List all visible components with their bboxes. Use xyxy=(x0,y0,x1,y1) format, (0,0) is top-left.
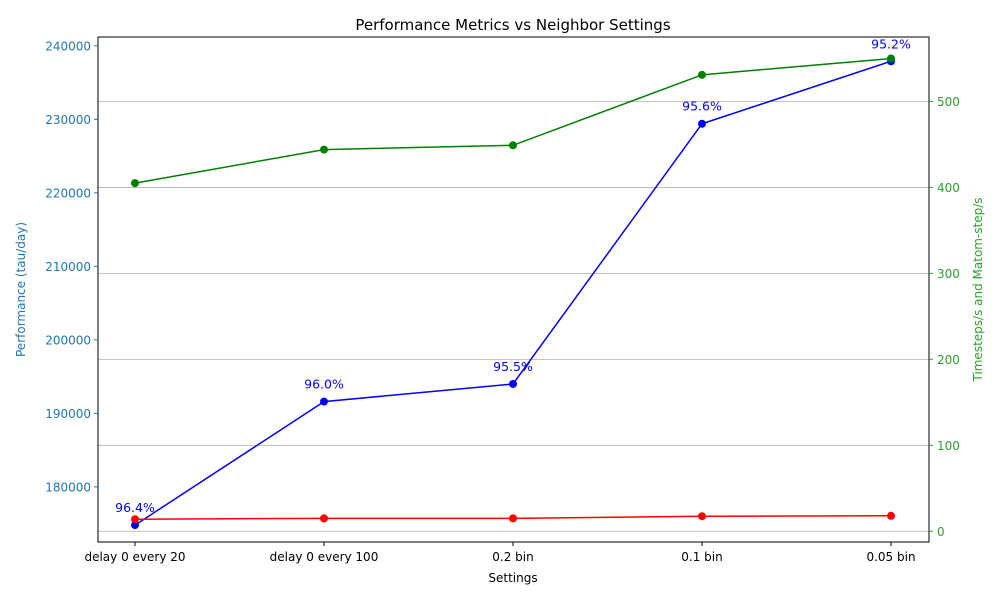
y-axis-left-label: Performance (tau/day) xyxy=(14,222,28,357)
data-point xyxy=(131,179,139,188)
y-left-tick-label: 240000 xyxy=(45,39,91,53)
x-tick-label: 0.1 bin xyxy=(681,550,722,564)
y-right-tick-label: 300 xyxy=(937,267,960,281)
data-label: 95.6% xyxy=(682,99,722,114)
x-axis-label: Settings xyxy=(488,571,537,585)
data-point xyxy=(887,54,895,63)
y-right-tick-label: 0 xyxy=(937,525,945,539)
data-point xyxy=(320,514,328,523)
y-axis-right-label: Timesteps/s and Matom-step/s xyxy=(971,197,985,382)
data-point xyxy=(131,521,139,530)
y-left-tick-label: 180000 xyxy=(45,480,91,494)
y-left-tick-label: 200000 xyxy=(45,333,91,347)
data-point xyxy=(509,514,517,523)
y-right-tick-label: 100 xyxy=(937,439,960,453)
data-point xyxy=(887,511,895,520)
chart-title: Performance Metrics vs Neighbor Settings xyxy=(355,16,670,34)
y-left-tick-label: 190000 xyxy=(45,407,91,421)
y-left-tick-label: 220000 xyxy=(45,186,91,200)
data-point xyxy=(698,70,706,79)
y-left-tick-label: 210000 xyxy=(45,260,91,274)
axis-layer: 180000 190000 200000 210000 220000 230000 2400… xyxy=(45,39,960,564)
y-right-tick-label: 400 xyxy=(937,181,960,195)
y-right-tick-label: 200 xyxy=(937,353,960,367)
data-point xyxy=(320,145,328,154)
x-tick-label: 0.2 bin xyxy=(492,550,533,564)
data-label: 96.0% xyxy=(304,377,344,392)
x-tick-label: 0.05 bin xyxy=(866,550,915,564)
data-point xyxy=(698,119,706,128)
grid-layer xyxy=(98,101,929,532)
data-label: 95.2% xyxy=(871,36,911,51)
data-point xyxy=(509,379,517,388)
x-tick-label: delay 0 every 20 xyxy=(84,550,185,564)
series-layer: 96.4% 96.0% 95.5% 95.6% 95.2% xyxy=(115,36,911,530)
data-point xyxy=(509,141,517,150)
data-point xyxy=(320,397,328,406)
data-point xyxy=(698,512,706,521)
data-point xyxy=(131,515,139,524)
x-tick-label: delay 0 every 100 xyxy=(270,550,379,564)
data-label: 95.5% xyxy=(493,359,533,374)
y-right-tick-label: 500 xyxy=(937,95,960,109)
y-left-tick-label: 230000 xyxy=(45,113,91,127)
data-label: 96.4% xyxy=(115,500,155,515)
